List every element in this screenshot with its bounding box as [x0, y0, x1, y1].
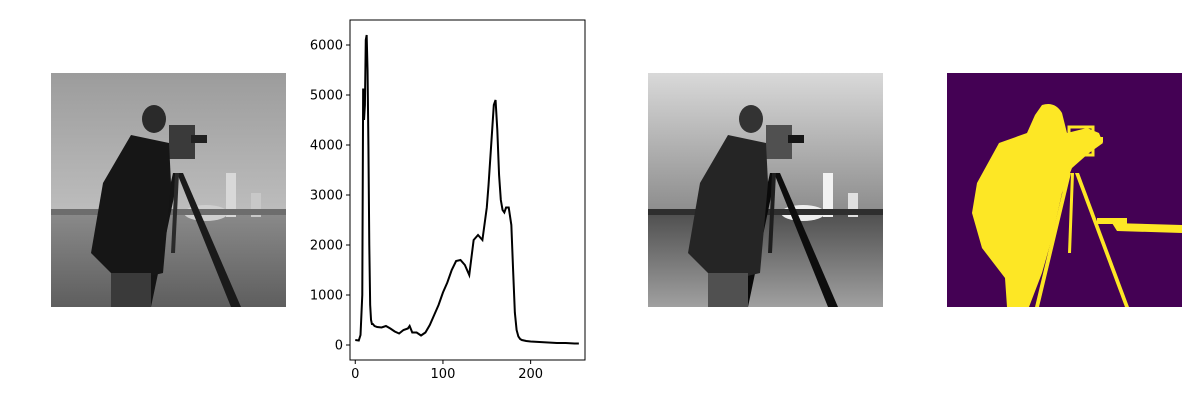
mask-image — [947, 73, 1182, 307]
tripod-leg-left-mask — [1035, 173, 1071, 307]
tripod-leg-right — [177, 173, 241, 307]
histogram-line — [355, 34, 579, 345]
plot-frame — [349, 19, 586, 361]
equalized-image — [648, 73, 883, 307]
man-head — [739, 105, 763, 133]
camera-body — [169, 125, 195, 159]
x-tick-label: 200 — [518, 367, 543, 382]
grass-region — [648, 213, 883, 307]
grass-region — [51, 213, 286, 307]
man-legs — [111, 273, 151, 307]
y-tick-label: 4000 — [310, 139, 343, 154]
building-band — [1097, 218, 1127, 224]
mask-foreground — [972, 104, 1182, 307]
man-head — [142, 105, 166, 133]
y-tick-label: 2000 — [310, 239, 343, 254]
original-image — [51, 73, 286, 307]
tripod-leg-center — [171, 173, 179, 253]
y-tick-label: 1000 — [310, 289, 343, 304]
tower-building — [226, 173, 236, 217]
camera-lens — [788, 135, 804, 143]
tripod-leg-center-mask — [1068, 173, 1074, 253]
tripod-leg-center — [768, 173, 776, 253]
y-tick-label: 5000 — [310, 89, 343, 104]
tower-building — [823, 173, 833, 217]
histogram-chart: 0 1000 2000 3000 4000 5000 6000 0 100 200 — [310, 19, 586, 382]
horizon-band — [1112, 223, 1182, 233]
tripod-leg-right — [774, 173, 838, 307]
man-coat — [91, 135, 171, 283]
tripod-leg-right-mask — [1075, 173, 1129, 307]
camera-body — [766, 125, 792, 159]
equalized-image-panel — [648, 73, 883, 307]
x-tick-label: 100 — [431, 367, 456, 382]
mask-image-panel — [947, 73, 1182, 307]
y-tick-label: 3000 — [310, 189, 343, 204]
camera-lens-mask — [1091, 137, 1103, 142]
x-tick-label: 0 — [351, 367, 359, 382]
y-tick-label: 0 — [335, 339, 343, 354]
man-legs — [708, 273, 748, 307]
camera-lens — [191, 135, 207, 143]
y-tick-label: 6000 — [310, 39, 343, 54]
man-coat — [688, 135, 768, 283]
histogram-panel: 0 1000 2000 3000 4000 5000 6000 0 100 200 — [300, 10, 600, 395]
small-building — [251, 193, 261, 217]
original-image-panel — [51, 73, 286, 307]
small-building — [848, 193, 858, 217]
